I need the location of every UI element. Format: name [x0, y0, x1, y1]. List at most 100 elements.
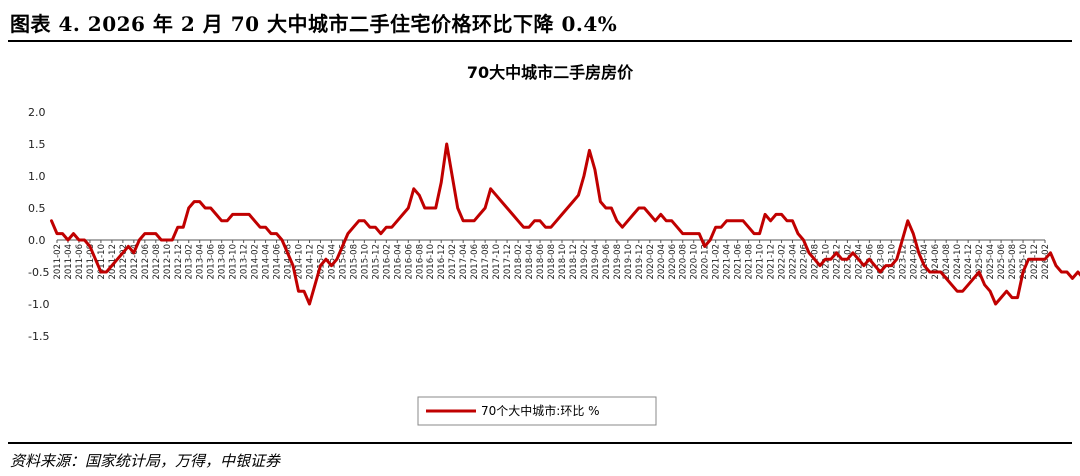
y-tick-label: 0.0 — [28, 234, 46, 247]
x-tick-label: 2025-08 — [1008, 244, 1018, 280]
x-tick-label: 2023-10 — [887, 244, 897, 280]
x-tick-label: 2012-06 — [141, 244, 151, 280]
x-tick-label: 2020-02 — [646, 244, 656, 280]
series-layer — [50, 142, 1080, 306]
x-tick-label: 2013-02 — [185, 244, 195, 280]
x-tick-label: 2018-02 — [514, 244, 524, 280]
source-note: 资料来源：国家统计局，万得，中银证券 — [10, 452, 281, 470]
x-tick-label: 2017-08 — [481, 244, 491, 280]
x-tick-label: 2021-08 — [745, 244, 755, 280]
y-tick-label: 1.5 — [28, 138, 46, 151]
x-tick-label: 2015-12 — [371, 244, 381, 280]
x-tick-label: 2013-06 — [207, 244, 217, 280]
x-tick-label: 2016-10 — [426, 244, 436, 280]
x-tick-label: 2023-12 — [898, 244, 908, 280]
x-tick-label: 2014-10 — [295, 244, 305, 280]
x-tick-label: 2018-10 — [558, 244, 568, 280]
x-tick-label: 2012-10 — [163, 244, 173, 280]
x-tick-label: 2025-04 — [986, 244, 996, 280]
x-tick-label: 2020-12 — [701, 244, 711, 280]
bottom-rule — [8, 442, 1072, 444]
legend: 70个大中城市:环比 % — [417, 396, 657, 426]
x-tick-label: 2013-12 — [240, 244, 250, 280]
x-tick-label: 2019-12 — [635, 244, 645, 280]
x-tick-label: 2015-02 — [316, 244, 326, 280]
x-tick-label: 2022-02 — [778, 244, 788, 280]
x-axis: 2011-02 2011-04 2011-06 2011-08 2011-10 2011-… — [53, 239, 1051, 280]
x-tick-label: 2015-10 — [360, 244, 370, 280]
x-tick-label: 2024-06 — [931, 244, 941, 280]
x-tick-label: 2020-06 — [668, 244, 678, 280]
x-tick-label: 2013-04 — [196, 244, 206, 280]
x-tick-label: 2012-12 — [174, 244, 184, 280]
x-tick-label: 2025-10 — [1019, 244, 1029, 280]
x-tick-label: 2011-12 — [108, 244, 118, 280]
x-tick-label: 2021-06 — [734, 244, 744, 280]
x-tick-label: 2017-10 — [492, 244, 502, 280]
x-tick-label: 2024-10 — [953, 244, 963, 280]
x-tick-label: 2018-08 — [547, 244, 557, 280]
x-tick-label: 2020-04 — [657, 244, 667, 280]
x-tick-label: 2015-06 — [338, 244, 348, 280]
x-tick-label: 2015-08 — [349, 244, 359, 280]
x-tick-label: 2019-04 — [591, 244, 601, 280]
x-tick-label: 2019-02 — [580, 244, 590, 280]
x-tick-label: 2018-12 — [569, 244, 579, 280]
x-tick-label: 2012-08 — [152, 244, 162, 280]
x-tick-label: 2011-10 — [97, 244, 107, 280]
x-tick-label: 2014-06 — [273, 244, 283, 280]
x-tick-label: 2021-12 — [767, 244, 777, 280]
x-tick-label: 2019-10 — [624, 244, 634, 280]
x-tick-label: 2025-06 — [997, 244, 1007, 280]
y-tick-label: -1.0 — [28, 298, 49, 311]
x-tick-label: 2014-04 — [262, 244, 272, 280]
x-tick-label: 2017-06 — [470, 244, 480, 280]
x-tick-label: 2012-02 — [119, 244, 129, 280]
x-tick-label: 2017-04 — [459, 244, 469, 280]
y-tick-label: 2.0 — [28, 106, 46, 119]
x-tick-label: 2011-08 — [86, 244, 96, 280]
y-tick-label: -1.5 — [28, 330, 49, 343]
x-tick-label: 2025-02 — [975, 244, 985, 280]
x-tick-label: 2012-04 — [130, 244, 140, 280]
x-tick-label: 2016-06 — [404, 244, 414, 280]
x-tick-label: 2013-10 — [229, 244, 239, 280]
y-tick-label: 1.0 — [28, 170, 46, 183]
x-tick-label: 2013-08 — [218, 244, 228, 280]
x-tick-label: 2011-06 — [75, 244, 85, 280]
x-tick-label: 2022-04 — [789, 244, 799, 280]
line-chart: 70大中城市二手房房价 2.01.51.00.50.0-0.5-1.0-1.5 … — [28, 63, 1080, 426]
x-tick-label: 2025-12 — [1030, 244, 1040, 280]
x-tick-label: 2026-02 — [1041, 244, 1051, 280]
x-tick-label: 2014-08 — [284, 244, 294, 280]
x-tick-label: 2018-04 — [525, 244, 535, 280]
x-tick-label: 2016-12 — [437, 244, 447, 280]
x-tick-label: 2019-06 — [602, 244, 612, 280]
x-tick-label: 2021-04 — [723, 244, 733, 280]
y-axis: 2.0 1.5 1.0 0.5 0.0 -0.5 -1.0 -1.5 — [28, 106, 49, 343]
x-tick-label: 2017-12 — [503, 244, 513, 280]
x-tick-label: 2021-10 — [756, 244, 766, 280]
x-tick-label: 2023-02 — [843, 244, 853, 280]
x-tick-label: 2024-08 — [942, 244, 952, 280]
x-tick-label: 2024-02 — [909, 244, 919, 280]
x-tick-label: 2023-08 — [876, 244, 886, 280]
x-tick-label: 2011-04 — [64, 244, 74, 280]
x-tick-label: 2014-12 — [305, 244, 315, 280]
x-tick-label: 2016-04 — [393, 244, 403, 280]
figure-title: 图表 4. 2026 年 2 月 70 大中城市二手住宅价格环比下降 0.4% — [10, 12, 618, 36]
x-tick-label: 2019-08 — [613, 244, 623, 280]
chart-title: 70大中城市二手房房价 — [467, 63, 634, 82]
legend-label: 70个大中城市:环比 % — [481, 403, 600, 418]
x-tick-label: 2020-08 — [679, 244, 689, 280]
x-tick-label: 2024-12 — [964, 244, 974, 280]
x-tick-label: 2015-04 — [327, 244, 337, 280]
x-tick-label: 2022-06 — [799, 244, 809, 280]
x-tick-label: 2022-10 — [821, 244, 831, 280]
x-tick-label: 2016-02 — [382, 244, 392, 280]
y-tick-label: 0.5 — [28, 202, 46, 215]
x-tick-label: 2024-04 — [920, 244, 930, 280]
x-tick-label: 2016-08 — [415, 244, 425, 280]
x-tick-label: 2018-06 — [536, 244, 546, 280]
x-tick-label: 2021-02 — [712, 244, 722, 280]
